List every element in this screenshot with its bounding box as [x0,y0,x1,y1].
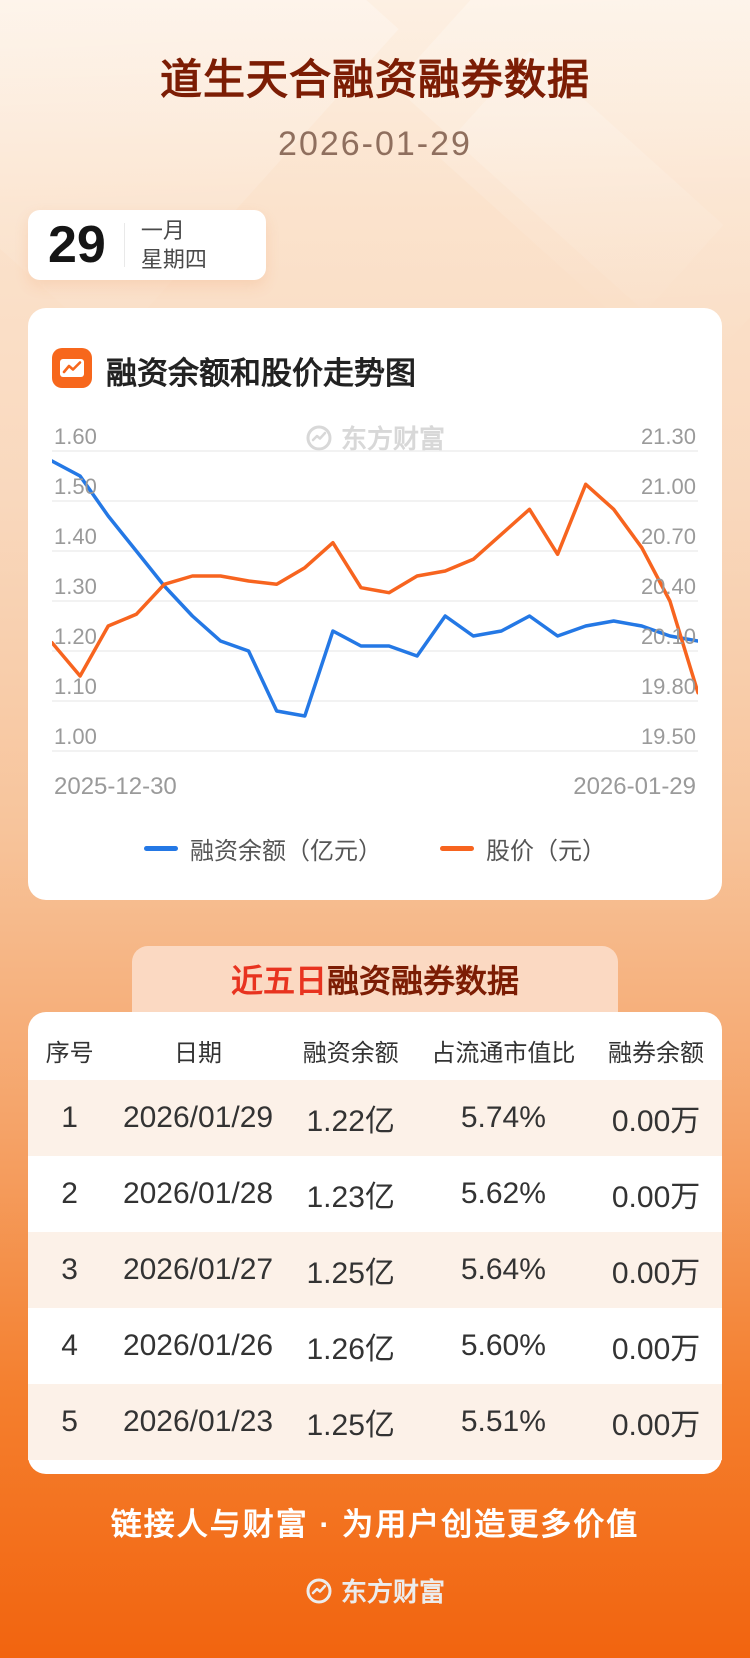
cell-financing-balance: 1.25亿 [306,1409,395,1442]
left-axis-tick: 1.20 [54,624,97,649]
cell-date: 2026/01/29 [122,1101,274,1134]
left-axis-tick: 1.60 [54,424,97,449]
cell-financing-balance: 1.23亿 [306,1181,395,1214]
cell-securities-balance: 0.00万 [611,1409,701,1442]
table-row: 1 2026/01/29 1.22亿 5.74% 0.00万 [28,1080,722,1156]
chart-canvas [52,450,698,752]
table-row: 2 2026/01/28 1.23亿 5.62% 0.00万 [28,1156,722,1232]
table-row: 4 2026/01/26 1.26亿 5.60% 0.00万 [28,1308,722,1384]
col-header-market-cap-ratio: 占流通市值比 [431,1039,576,1067]
col-header-index: 序号 [45,1039,94,1067]
cell-date: 2026/01/28 [122,1177,274,1210]
chart-card: 融资余额和股价走势图 东方财富 1.60 1.50 1.40 1.30 1.20 1.10… [28,308,722,900]
cell-index: 5 [61,1405,78,1438]
legend-label-financing-balance: 融资余额（亿元） [190,838,382,865]
footer-slogan: 链接人与财富 · 为用户创造更多价值 [110,1507,640,1542]
legend-item-financing-balance: 融资余额（亿元） [144,831,382,866]
cell-index: 4 [61,1329,78,1362]
calendar-divider [123,223,125,267]
table-header-row: 序号 日期 融资余额 占流通市值比 融券余额 [28,1020,722,1080]
cell-securities-balance: 0.00万 [611,1333,701,1366]
legend-label-stock-price: 股价（元） [486,838,606,865]
cell-date: 2026/01/27 [122,1253,274,1286]
cell-date: 2026/01/26 [122,1329,274,1362]
cell-securities-balance: 0.00万 [611,1181,701,1214]
table-section: 近五日 融资融券数据 东方财富 序号 日期 融资余额 占流通市值比 融券余额 1 … [0,946,750,1607]
calendar-card: 29 一月 星期四 [28,210,266,280]
right-axis-tick: 19.80 [640,674,696,699]
left-axis-tick: 1.30 [54,574,97,599]
chart-title-row: 融资余额和股价走势图 [52,348,698,393]
cell-index: 2 [61,1177,78,1210]
cell-market-cap-ratio: 5.64% [460,1253,546,1286]
cell-financing-balance: 1.26亿 [306,1333,395,1366]
chart-section-title: 融资余额和股价走势图 [106,356,416,391]
trend-chart-icon [52,348,92,393]
x-axis-end-label: 2026-01-29 [573,773,696,800]
cell-index: 1 [61,1101,78,1134]
right-axis-tick: 20.10 [640,624,696,649]
cell-market-cap-ratio: 5.51% [460,1405,546,1438]
line-chart: 东方财富 1.60 1.50 1.40 1.30 1.20 1.10 1.00 21.30 21… [52,424,698,761]
x-axis-start-label: 2025-12-30 [54,773,177,800]
cell-market-cap-ratio: 5.62% [460,1177,546,1210]
col-header-securities-balance: 融券余额 [608,1039,705,1067]
right-axis-tick: 19.50 [640,724,696,749]
legend-swatch-orange [440,846,474,851]
table-title-bar: 近五日 融资融券数据 [132,946,618,1012]
cell-index: 3 [61,1253,78,1286]
right-axis-tick: 21.00 [640,474,696,499]
right-axis-tick: 20.40 [640,574,696,599]
legend-swatch-blue [144,846,178,851]
report-date: 2026-01-29 [278,125,472,163]
cell-financing-balance: 1.25亿 [306,1257,395,1290]
data-table-card: 东方财富 序号 日期 融资余额 占流通市值比 融券余额 1 2026/01/29… [28,1012,722,1607]
cell-date: 2026/01/23 [122,1405,274,1438]
legend-item-stock-price: 股价（元） [440,831,606,866]
right-axis-tick: 20.70 [640,524,696,549]
cell-financing-balance: 1.22亿 [306,1105,395,1138]
cell-market-cap-ratio: 5.74% [460,1101,546,1134]
table-row: 3 2026/01/27 1.25亿 5.64% 0.00万 [28,1232,722,1308]
left-axis-tick: 1.50 [54,474,97,499]
table-title-rest: 融资融券数据 [327,963,520,999]
x-axis-labels: 2025-12-30 2026-01-29 [52,773,698,801]
right-axis-tick: 21.30 [640,424,696,449]
cell-securities-balance: 0.00万 [611,1257,701,1290]
left-axis-tick: 1.40 [54,524,97,549]
calendar-weekday: 星期四 [140,246,207,272]
page-title: 道生天合融资融券数据 [159,56,590,103]
watermark-table: 东方财富 [305,1572,445,1609]
calendar-month: 一月 [140,218,185,244]
left-axis-tick: 1.10 [54,674,97,699]
watermark-logo-icon [306,1578,332,1603]
col-header-date: 日期 [174,1039,223,1067]
cell-market-cap-ratio: 5.60% [460,1329,546,1362]
watermark-text: 东方财富 [340,1577,446,1607]
left-axis-tick: 1.00 [54,724,97,749]
table-row: 5 2026/01/23 1.25亿 5.51% 0.00万 [28,1384,722,1460]
calendar-month-weekday: 一月 星期四 [141,218,207,272]
chart-legend: 融资余额（亿元） 股价（元） [52,831,698,866]
cell-securities-balance: 0.00万 [611,1105,701,1138]
calendar-day: 29 [48,216,106,274]
col-header-financing-balance: 融资余额 [302,1039,399,1067]
table-title-highlight: 近五日 [230,963,327,999]
